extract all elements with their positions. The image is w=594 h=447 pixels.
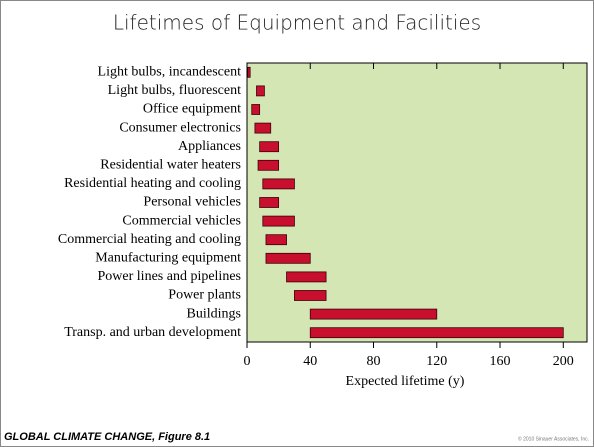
credit: © 2010 Sinauer Associates, Inc. xyxy=(518,435,589,442)
x-axis-label: Expected lifetime (y) xyxy=(346,374,465,389)
bar xyxy=(259,197,280,208)
bar xyxy=(265,252,311,264)
bar xyxy=(259,141,280,153)
y-tick-label: Light bulbs, fluorescent xyxy=(108,83,241,98)
x-tick-label: 80 xyxy=(367,354,381,369)
y-tick-label: Consumer electronics xyxy=(119,120,241,135)
x-tick-label: 120 xyxy=(426,354,447,369)
x-tick-label: 0 xyxy=(244,354,251,369)
y-tick-label: Residential water heaters xyxy=(100,158,241,173)
y-tick-label: Office equipment xyxy=(143,102,241,117)
bar xyxy=(294,290,327,301)
bar xyxy=(286,271,327,283)
y-tick-label: Manufacturing equipment xyxy=(95,251,241,266)
y-tick-label: Power plants xyxy=(168,288,241,303)
bar xyxy=(265,234,287,246)
y-tick-label: Transp. and urban development xyxy=(64,325,241,340)
chart-title: Lifetimes of Equipment and Facilities xyxy=(113,11,481,35)
x-tick-label: 40 xyxy=(303,354,317,369)
y-tick-label: Appliances xyxy=(178,139,241,154)
y-tick-label: Personal vehicles xyxy=(143,195,241,210)
y-tick-label: Buildings xyxy=(187,306,241,321)
bar xyxy=(256,85,265,97)
bar xyxy=(247,66,251,78)
bar xyxy=(309,308,438,320)
x-tick-label: 200 xyxy=(553,354,574,369)
bar xyxy=(309,327,564,339)
y-tick-label: Power lines and pipelines xyxy=(98,269,241,284)
y-tick-label: Light bulbs, incandescent xyxy=(98,65,242,80)
footer: GLOBAL CLIMATE CHANGE, Figure 8.1 xyxy=(4,431,210,443)
bar xyxy=(262,215,295,227)
y-tick-label: Residential heating and cooling xyxy=(64,176,241,191)
bar xyxy=(257,159,280,171)
bar xyxy=(251,104,261,115)
x-tick-label: 160 xyxy=(490,354,511,369)
bar xyxy=(262,178,295,190)
y-tick-label: Commercial heating and cooling xyxy=(58,232,241,247)
bar xyxy=(254,122,272,134)
y-tick-label: Commercial vehicles xyxy=(122,213,241,228)
